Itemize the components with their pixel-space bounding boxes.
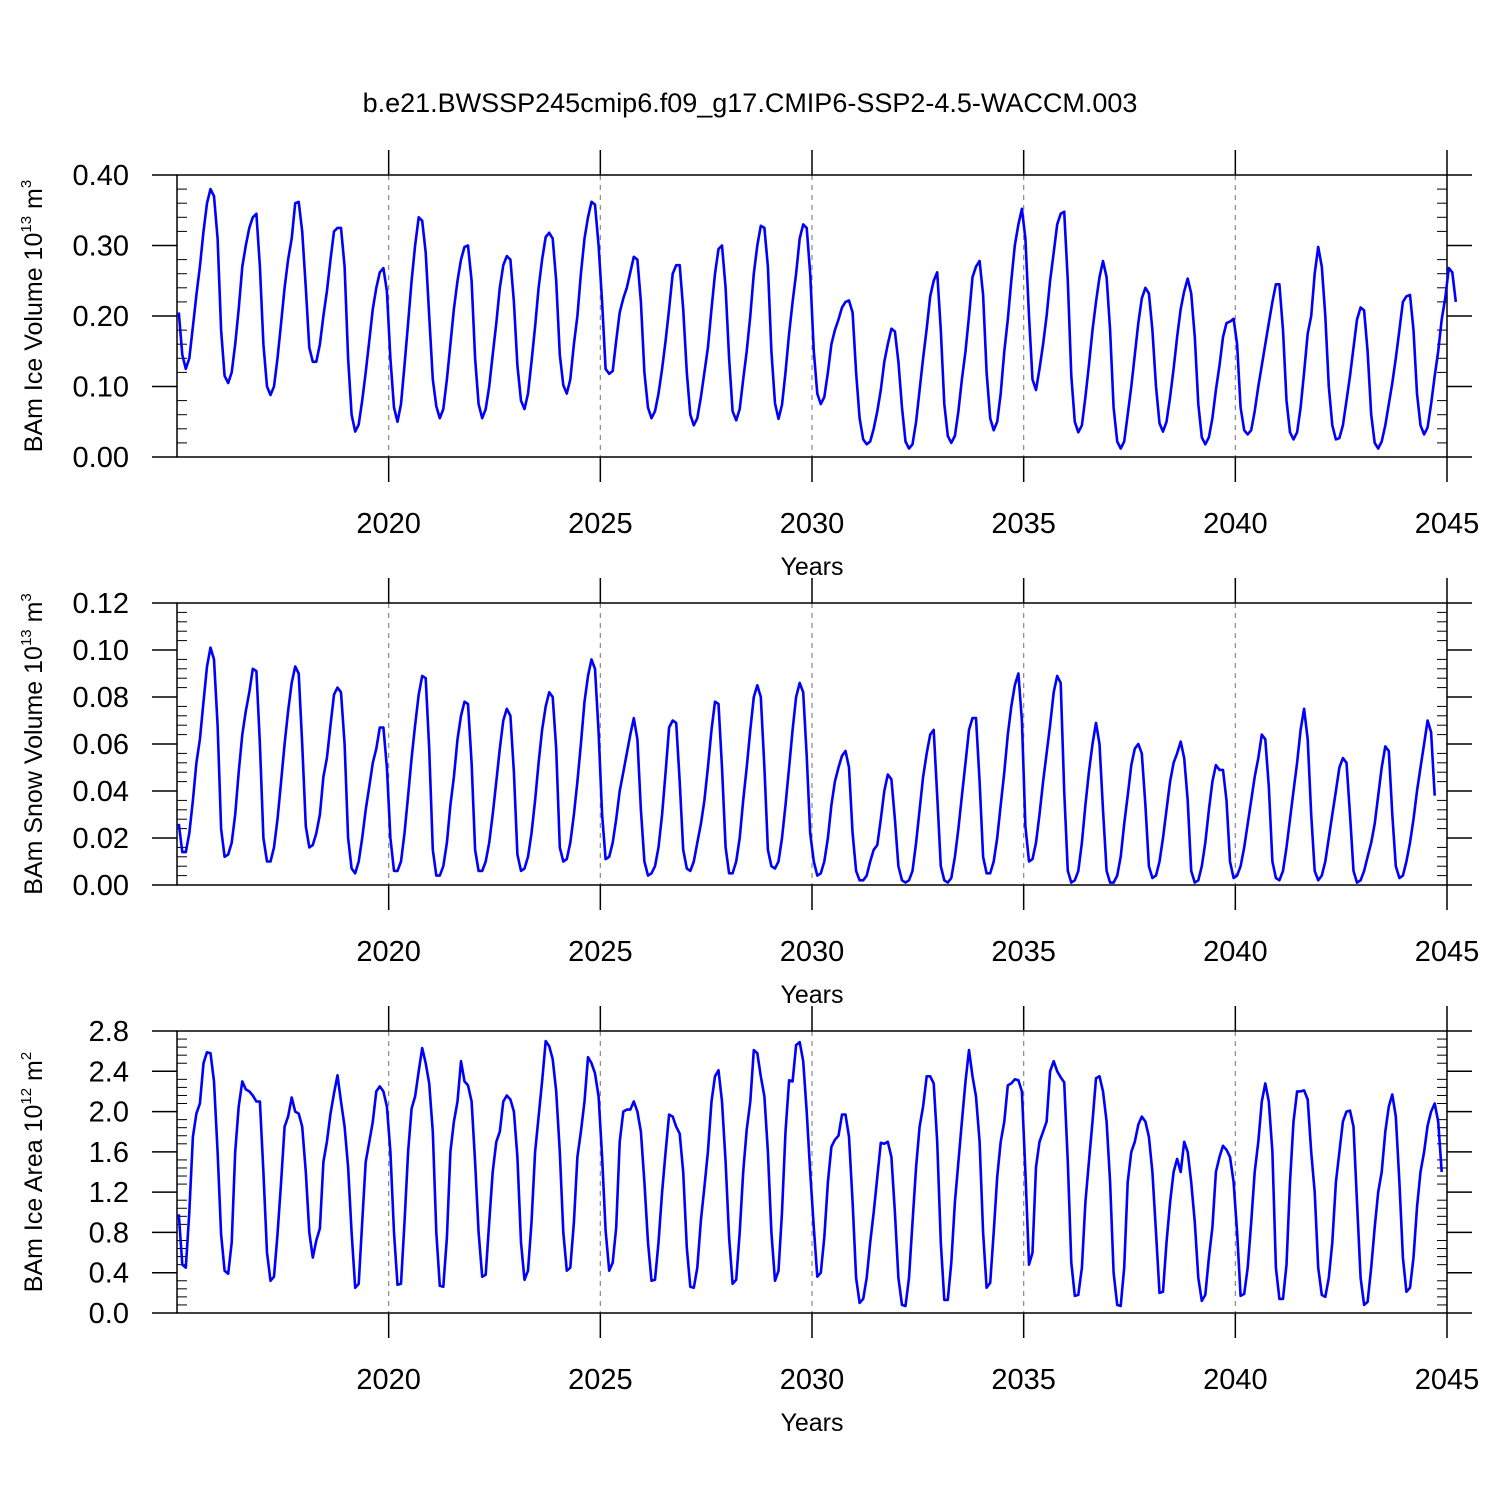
y-tick-label: 0.08	[73, 682, 129, 714]
x-tick-label: 2035	[991, 936, 1056, 968]
x-tick-label: 2045	[1415, 1364, 1480, 1396]
x-tick-label: 2030	[780, 508, 845, 540]
chart-title: b.e21.BWSSP245cmip6.f09_g17.CMIP6-SSP2-4…	[363, 88, 1138, 118]
x-tick-label: 2030	[780, 936, 845, 968]
y-tick-label: 0.04	[73, 776, 129, 808]
y-axis-label: BAm Ice Volume 1013 m3	[18, 180, 48, 452]
x-tick-label: 2025	[568, 936, 633, 968]
y-tick-label: 2.8	[89, 1016, 129, 1048]
y-tick-label: 0.10	[73, 635, 129, 667]
y-tick-label: 0.30	[73, 231, 129, 263]
y-tick-label: 0.8	[89, 1217, 129, 1249]
x-axis-label: Years	[780, 981, 843, 1009]
x-axis-label: Years	[780, 1409, 843, 1437]
y-tick-label: 2.0	[89, 1097, 129, 1129]
y-tick-label: 0.10	[73, 372, 129, 404]
x-tick-label: 2045	[1415, 508, 1480, 540]
y-axis-label: BAm Ice Area 1012 m2	[18, 1052, 48, 1292]
y-tick-label: 2.4	[89, 1056, 129, 1088]
y-tick-label: 0.40	[73, 160, 129, 192]
x-tick-label: 2030	[780, 1364, 845, 1396]
x-tick-label: 2025	[568, 1364, 633, 1396]
y-tick-label: 0.4	[89, 1258, 129, 1290]
x-tick-label: 2040	[1203, 936, 1268, 968]
y-tick-label: 0.06	[73, 729, 129, 761]
series-line	[177, 187, 1458, 450]
x-axis-label: Years	[780, 553, 843, 581]
y-tick-label: 0.20	[73, 301, 129, 333]
series-line	[177, 1039, 1443, 1308]
x-tick-label: 2040	[1203, 508, 1268, 540]
x-tick-label: 2020	[356, 936, 421, 968]
y-tick-label: 0.00	[73, 442, 129, 474]
y-tick-label: 1.2	[89, 1177, 129, 1209]
y-tick-label: 0.02	[73, 823, 129, 855]
y-tick-label: 0.00	[73, 870, 129, 902]
x-tick-label: 2035	[991, 1364, 1056, 1396]
x-tick-label: 2035	[991, 508, 1056, 540]
panel-snow-volume: 0.00 0.02 0.04 0.06 0.08 0.10 0.12 2020 2025 2030…	[18, 578, 1479, 1009]
x-tick-label: 2045	[1415, 936, 1480, 968]
panel-ice-volume: 0.00 0.10 0.20 0.30 0.40 2020 2025 2030 2035 2040…	[18, 150, 1479, 581]
x-tick-label: 2040	[1203, 1364, 1268, 1396]
panel-ice-area: 0.0 0.4 0.8 1.2 1.6 2.0 2.4 2.8 2020 2025 2030 2035…	[18, 1006, 1479, 1437]
y-tick-label: 0.12	[73, 588, 129, 620]
x-tick-label: 2025	[568, 508, 633, 540]
y-tick-label: 0.0	[89, 1298, 129, 1330]
series-line	[177, 646, 1436, 884]
x-tick-label: 2020	[356, 508, 421, 540]
x-tick-label: 2020	[356, 1364, 421, 1396]
y-axis-label: BAm Snow Volume 1013 m3	[18, 593, 48, 895]
y-tick-label: 1.6	[89, 1137, 129, 1169]
